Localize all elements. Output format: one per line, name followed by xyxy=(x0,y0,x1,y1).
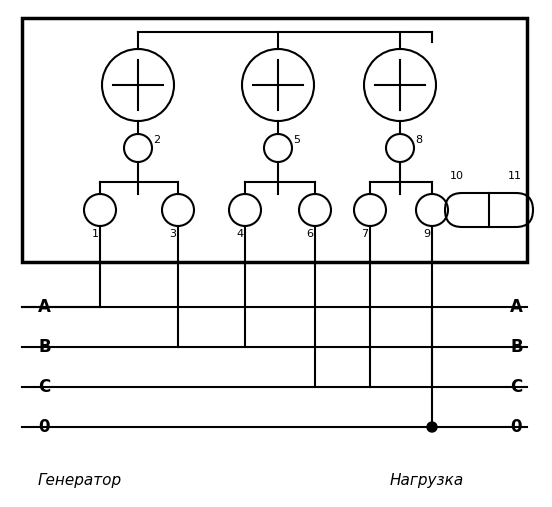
Text: 9: 9 xyxy=(423,229,431,239)
Text: 6: 6 xyxy=(306,229,314,239)
Text: C: C xyxy=(510,378,522,396)
Circle shape xyxy=(427,422,437,432)
Text: Нагрузка: Нагрузка xyxy=(390,473,464,488)
Text: 5: 5 xyxy=(293,135,300,145)
Text: 0: 0 xyxy=(38,418,50,436)
Text: 3: 3 xyxy=(169,229,177,239)
Text: B: B xyxy=(510,338,523,356)
Text: 11: 11 xyxy=(508,171,522,181)
Text: A: A xyxy=(38,298,51,316)
Bar xyxy=(22,18,527,262)
Text: Генератор: Генератор xyxy=(38,473,122,488)
Text: 4: 4 xyxy=(236,229,243,239)
Text: 8: 8 xyxy=(415,135,422,145)
Text: 10: 10 xyxy=(450,171,464,181)
Text: C: C xyxy=(38,378,50,396)
Text: 7: 7 xyxy=(362,229,369,239)
Text: B: B xyxy=(38,338,51,356)
Text: A: A xyxy=(510,298,523,316)
Text: 1: 1 xyxy=(92,229,98,239)
Text: 2: 2 xyxy=(153,135,160,145)
Text: 0: 0 xyxy=(510,418,522,436)
